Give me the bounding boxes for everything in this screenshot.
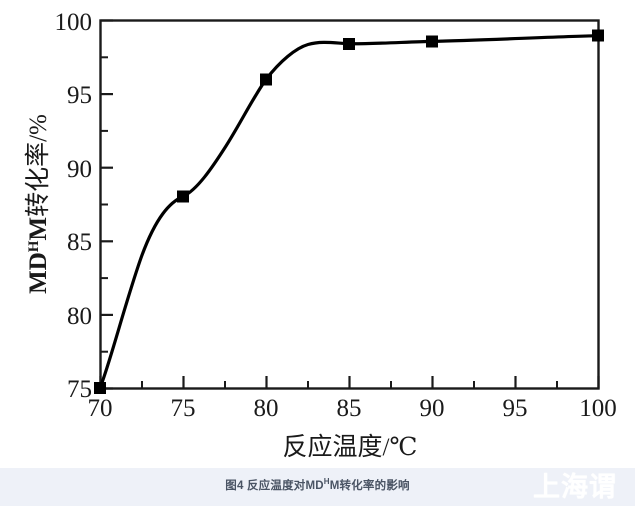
- y-tick-label: 90: [67, 156, 92, 183]
- data-point-marker: [177, 190, 189, 203]
- y-axis-title-cn: 转化率: [24, 142, 52, 217]
- figure-caption-superscript: H: [323, 477, 330, 487]
- x-tick-label: 95: [503, 395, 528, 422]
- line-chart: 100 95 90 85 80 75 70: [24, 9, 617, 461]
- x-axis-tick-labels: 70 75 80 85 90 95 100: [88, 395, 617, 422]
- figure-caption: 图4 反应温度对MDHM转化率的影响: [0, 477, 635, 493]
- x-tick-label: 100: [579, 395, 617, 422]
- figure-caption-prefix: 图4: [225, 480, 247, 492]
- plot-frame: [99, 19, 600, 390]
- x-axis-title: 反应温度/℃: [283, 433, 418, 461]
- y-axis-title-unit: /%: [25, 114, 52, 142]
- y-axis-tick-labels: 100 95 90 85 80 75: [55, 9, 93, 403]
- data-point-marker: [592, 29, 604, 42]
- y-axis-title-mid: M: [25, 217, 52, 241]
- x-tick-label: 80: [254, 395, 279, 422]
- y-tick-label: 75: [67, 376, 92, 403]
- x-axis-ticks: [99, 376, 600, 389]
- figure-caption-main-b: M转化率的影响: [329, 480, 410, 492]
- series-markers: [94, 29, 604, 394]
- x-tick-label: 90: [420, 395, 445, 422]
- y-axis-minor-ticks: [100, 56, 108, 353]
- watermark-text: 上海谓: [533, 472, 617, 502]
- y-tick-label: 85: [67, 229, 92, 256]
- caption-strip: 图4 反应温度对MDHM转化率的影响: [0, 468, 635, 506]
- data-point-marker: [94, 382, 106, 394]
- y-tick-label: 100: [55, 9, 93, 36]
- x-tick-label: 70: [88, 395, 113, 422]
- svg-text:MDHM转化率/%: MDHM转化率/%: [24, 114, 52, 294]
- figure-region: 100 95 90 85 80 75 70: [24, 9, 617, 461]
- y-axis-title-superscript: H: [26, 240, 42, 252]
- y-axis-title: MDHM转化率/%: [24, 114, 52, 294]
- x-tick-label: 75: [171, 395, 196, 422]
- y-axis-title-lead: MD: [25, 252, 52, 294]
- data-point-marker: [343, 38, 355, 50]
- series-line: [98, 34, 600, 390]
- x-tick-label: 85: [337, 395, 362, 422]
- x-axis-minor-ticks: [141, 381, 558, 389]
- y-tick-label: 80: [67, 303, 92, 330]
- data-point-marker: [260, 73, 272, 86]
- y-tick-label: 95: [67, 82, 92, 109]
- figure-caption-main-a: 反应温度对MD: [246, 480, 324, 492]
- data-point-marker: [426, 35, 438, 48]
